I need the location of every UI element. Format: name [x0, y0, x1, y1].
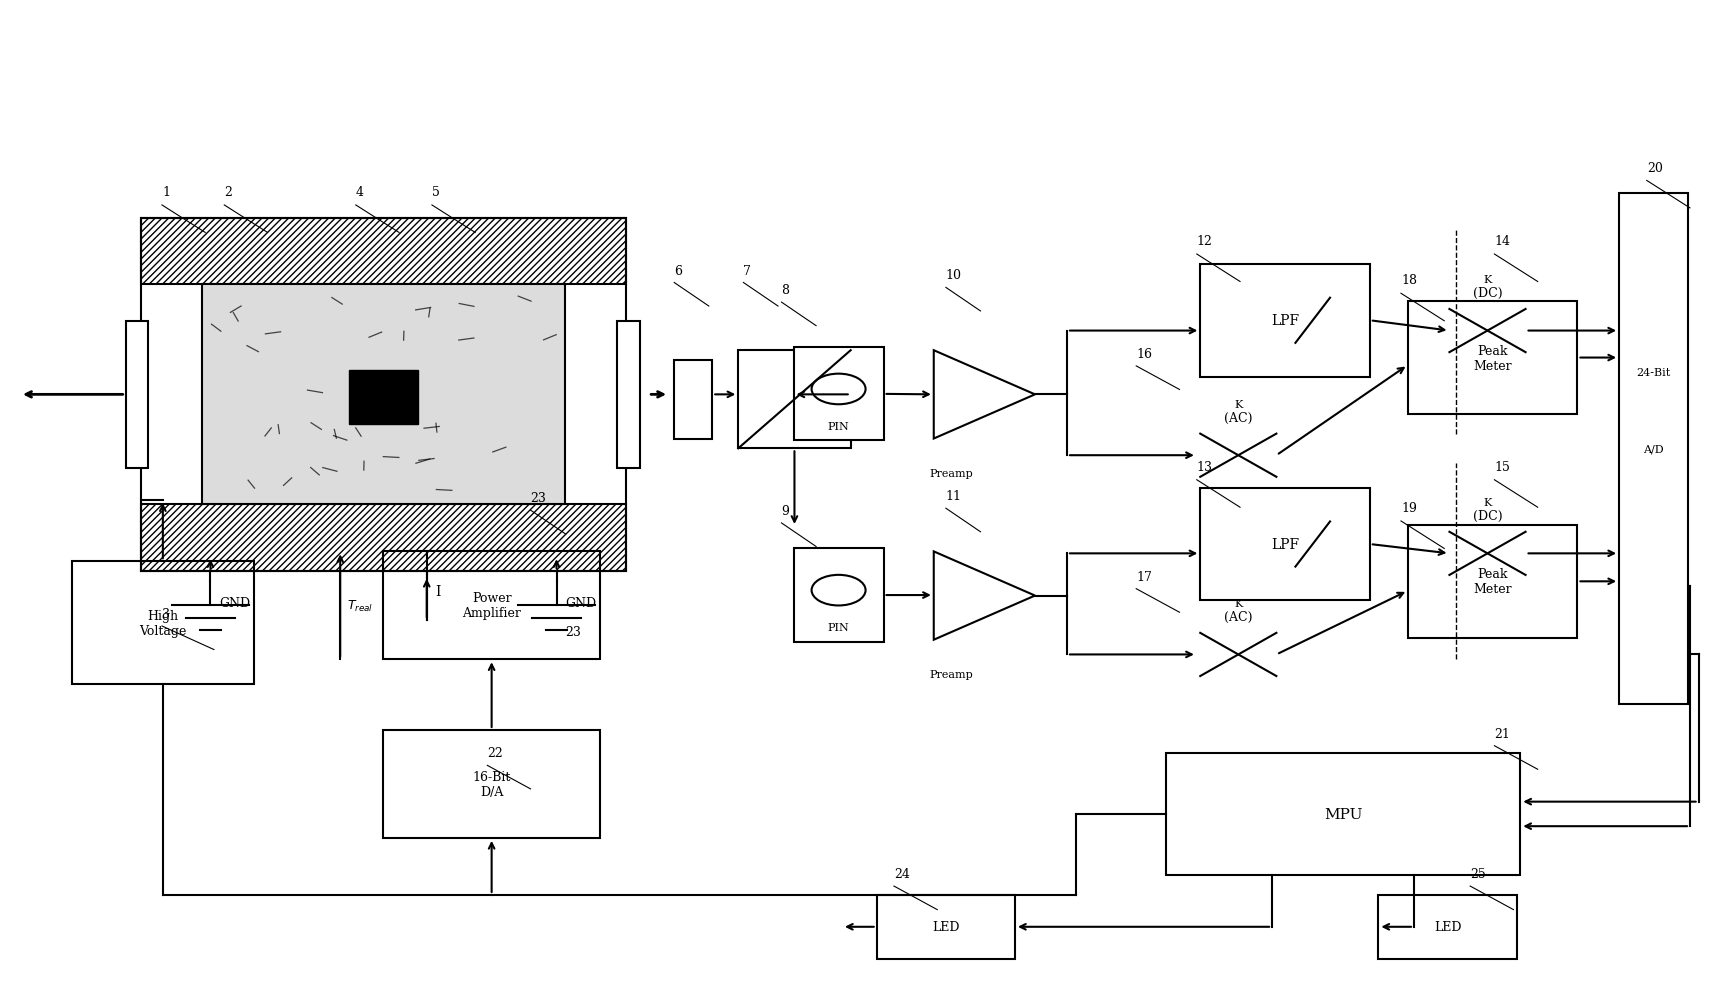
Bar — [349, 371, 418, 424]
Bar — [1200, 264, 1370, 378]
Bar — [1620, 194, 1687, 704]
Text: (DC): (DC) — [1472, 510, 1502, 523]
Text: LPF: LPF — [1271, 314, 1299, 328]
Text: 3: 3 — [161, 607, 170, 620]
Text: 20: 20 — [1647, 162, 1663, 175]
Bar — [793, 348, 884, 441]
Text: 22: 22 — [488, 746, 503, 759]
Text: 12: 12 — [1196, 235, 1213, 247]
Text: 4: 4 — [356, 186, 365, 199]
Text: 11: 11 — [946, 490, 962, 503]
Text: K: K — [1483, 275, 1491, 285]
Text: PIN: PIN — [828, 622, 849, 632]
Text: 10: 10 — [946, 269, 962, 282]
Bar — [674, 361, 712, 439]
Text: 9: 9 — [781, 505, 790, 518]
Bar — [71, 562, 253, 684]
Text: $T_{real}$: $T_{real}$ — [347, 599, 373, 613]
Text: K: K — [1234, 599, 1243, 608]
Text: 23: 23 — [566, 625, 582, 638]
Text: 8: 8 — [781, 284, 790, 297]
Text: 1: 1 — [161, 186, 170, 199]
Bar — [1408, 526, 1578, 638]
Text: High
Voltage: High Voltage — [139, 609, 186, 637]
Text: 17: 17 — [1137, 570, 1153, 583]
Bar — [384, 731, 599, 838]
Text: GND: GND — [566, 596, 595, 609]
Text: 13: 13 — [1196, 460, 1213, 473]
Text: 5: 5 — [432, 186, 439, 199]
Bar — [1378, 895, 1517, 958]
Text: 21: 21 — [1495, 727, 1510, 740]
Text: 24-Bit: 24-Bit — [1637, 368, 1670, 378]
Bar — [616, 321, 639, 468]
Text: A/D: A/D — [1644, 444, 1663, 454]
Bar — [1165, 753, 1521, 876]
Text: K: K — [1483, 498, 1491, 508]
Bar — [793, 549, 884, 642]
Polygon shape — [934, 552, 1035, 640]
Text: LPF: LPF — [1271, 537, 1299, 551]
Bar — [738, 351, 851, 449]
Text: PIN: PIN — [828, 421, 849, 431]
Text: 6: 6 — [674, 264, 682, 277]
Bar — [125, 321, 148, 468]
Bar — [201, 285, 566, 505]
Text: 19: 19 — [1401, 502, 1417, 515]
Text: 15: 15 — [1495, 460, 1510, 473]
Text: Power
Amplifier: Power Amplifier — [462, 592, 521, 620]
Text: 7: 7 — [743, 264, 752, 277]
Text: 23: 23 — [531, 492, 547, 505]
Text: Peak
Meter: Peak Meter — [1474, 344, 1512, 372]
Text: 14: 14 — [1495, 235, 1510, 247]
Text: LED: LED — [1434, 920, 1462, 934]
Text: Preamp: Preamp — [929, 468, 972, 478]
Text: 18: 18 — [1401, 274, 1417, 287]
Text: MPU: MPU — [1325, 808, 1363, 821]
Text: GND: GND — [219, 596, 250, 609]
Text: Preamp: Preamp — [929, 669, 972, 679]
Bar — [1200, 488, 1370, 600]
Bar — [141, 505, 625, 572]
Text: (AC): (AC) — [1224, 411, 1253, 424]
Text: 24: 24 — [894, 868, 910, 880]
Text: (DC): (DC) — [1472, 287, 1502, 300]
Text: (AC): (AC) — [1224, 610, 1253, 623]
Bar — [877, 895, 1016, 958]
Text: K: K — [1234, 399, 1243, 409]
Text: I: I — [436, 584, 441, 599]
Bar — [141, 219, 625, 572]
Bar — [1408, 302, 1578, 414]
Bar — [141, 219, 625, 285]
Text: 16-Bit
D/A: 16-Bit D/A — [472, 770, 510, 799]
Polygon shape — [934, 351, 1035, 439]
Bar — [384, 552, 599, 660]
Text: Peak
Meter: Peak Meter — [1474, 568, 1512, 596]
Text: 16: 16 — [1137, 348, 1153, 361]
Text: 2: 2 — [224, 186, 233, 199]
Text: LED: LED — [932, 920, 960, 934]
Text: 25: 25 — [1470, 868, 1486, 880]
